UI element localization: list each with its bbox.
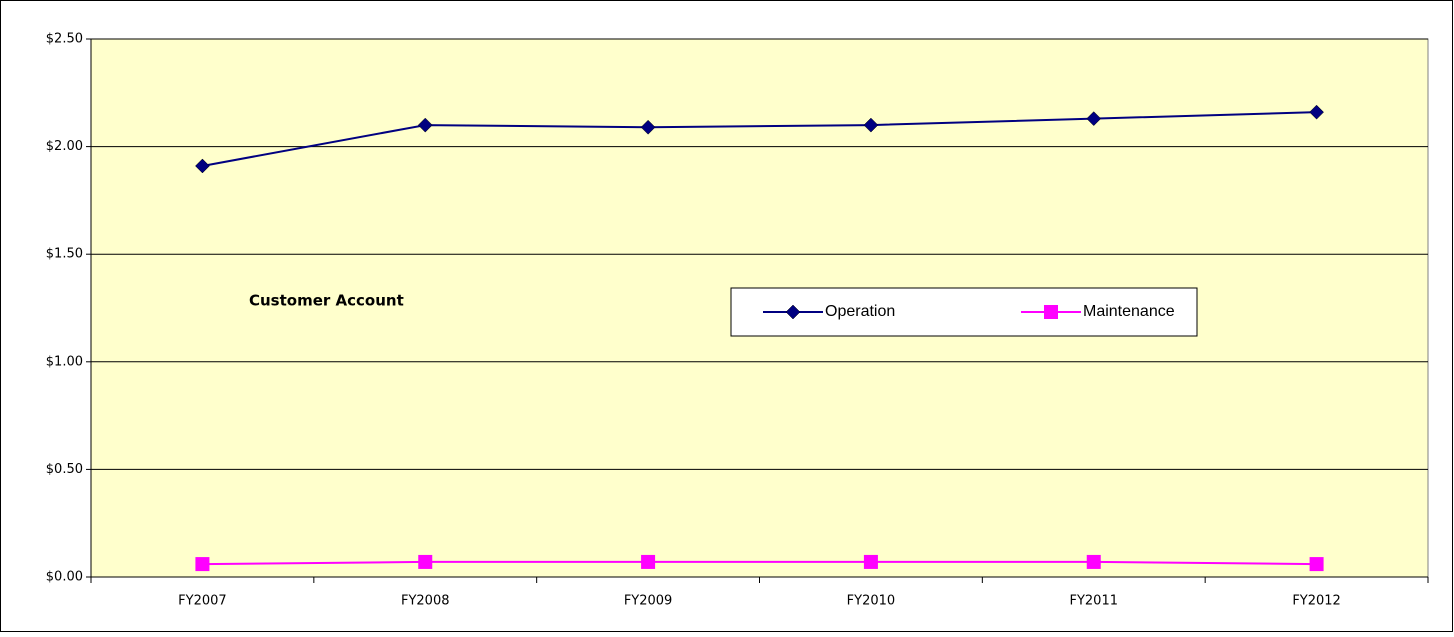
data-point xyxy=(195,158,210,174)
legend-label: Operation xyxy=(825,303,895,320)
data-point xyxy=(640,119,656,135)
x-tick-label: FY2009 xyxy=(624,594,673,609)
y-tick-label: $0.50 xyxy=(46,462,83,477)
data-point xyxy=(1309,104,1324,120)
data-point xyxy=(1309,557,1324,572)
legend-marker xyxy=(785,304,801,320)
y-tick-label: $0.00 xyxy=(46,570,83,585)
series-line xyxy=(202,560,1317,566)
data-point xyxy=(641,554,656,569)
x-tick-label: FY2008 xyxy=(401,594,450,609)
y-tick-label: $1.50 xyxy=(46,247,83,262)
data-point xyxy=(863,554,878,569)
x-tick-label: FY2012 xyxy=(1292,594,1341,609)
x-tick-label: FY2007 xyxy=(178,594,227,609)
data-point xyxy=(195,557,210,572)
data-point xyxy=(417,117,433,133)
data-point xyxy=(1086,554,1101,569)
y-tick-label: $2.50 xyxy=(46,32,83,47)
data-point xyxy=(418,554,433,569)
x-tick-label: FY2010 xyxy=(847,594,896,609)
y-tick-label: $2.00 xyxy=(46,139,83,154)
series-line xyxy=(202,111,1317,167)
legend-marker xyxy=(1044,305,1058,319)
x-tick-label: FY2011 xyxy=(1069,594,1118,609)
data-point xyxy=(863,117,879,133)
legend-label: Maintenance xyxy=(1083,303,1175,320)
y-tick-label: $1.00 xyxy=(46,354,83,369)
data-point xyxy=(1086,111,1102,126)
annotation: Customer Account xyxy=(249,292,404,310)
